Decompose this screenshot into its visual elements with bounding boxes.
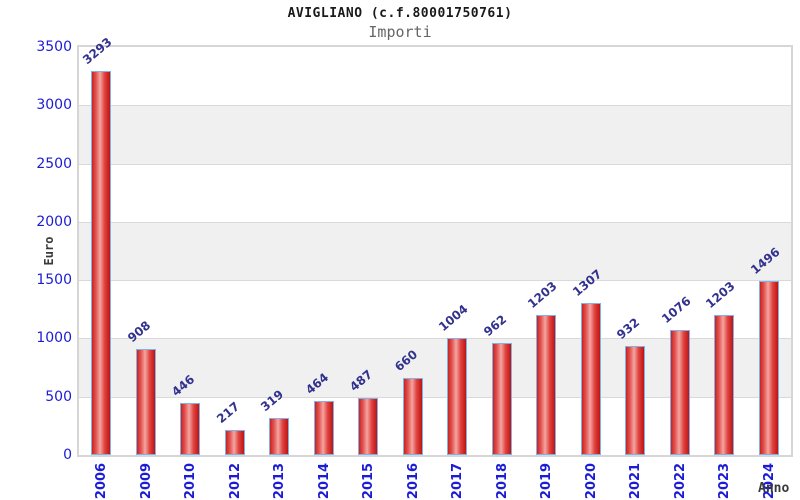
gridline (79, 280, 791, 281)
x-tick-label: 2018 (495, 462, 510, 500)
bar-2015 (358, 398, 378, 455)
gridline (79, 222, 791, 223)
y-tick-label: 3500 (36, 39, 72, 55)
y-axis-title: Euro (42, 236, 56, 266)
bar-2017 (447, 338, 467, 455)
gridline (79, 338, 791, 339)
bar-2020 (581, 303, 601, 455)
x-tick-label: 2006 (94, 462, 109, 500)
x-tick-label: 2009 (139, 462, 154, 500)
bar-2013 (269, 418, 289, 455)
chart-title: AVIGLIANO (c.f.80001750761) (287, 6, 513, 21)
gridline (79, 105, 791, 106)
plot-band (79, 222, 791, 280)
x-tick-label: 2019 (539, 462, 554, 500)
x-tick-label: 2014 (317, 462, 332, 500)
bar-2023 (714, 315, 734, 455)
x-tick-label: 2020 (584, 462, 599, 500)
y-tick-label: 3000 (36, 97, 72, 113)
bar-2021 (625, 346, 645, 455)
x-tick-label: 2012 (228, 462, 243, 500)
y-tick-label: 2000 (36, 214, 72, 230)
x-tick-label: 2010 (183, 462, 198, 500)
bar-2012 (225, 430, 245, 455)
y-tick-label: 1500 (36, 272, 72, 288)
bar-2014 (314, 401, 334, 455)
bar-2018 (492, 343, 512, 455)
x-tick-label: 2021 (628, 462, 643, 500)
x-tick-label: 2013 (272, 462, 287, 500)
x-tick-label: 2022 (673, 462, 688, 500)
x-axis-title: Anno (758, 481, 790, 496)
bar-2010 (180, 403, 200, 455)
gridline (79, 164, 791, 165)
bar-2024 (759, 281, 779, 455)
gridline (79, 397, 791, 398)
y-tick-label: 1000 (36, 330, 72, 346)
plot-area (77, 45, 793, 457)
bar-2019 (536, 315, 556, 455)
bar-2009 (136, 349, 156, 455)
x-tick-label: 2015 (361, 462, 376, 500)
x-tick-label: 2023 (717, 462, 732, 500)
bar-2022 (670, 330, 690, 455)
bar-2016 (403, 378, 423, 455)
x-tick-label: 2016 (406, 462, 421, 500)
x-tick-label: 2017 (450, 462, 465, 500)
chart-subtitle: Importi (368, 23, 432, 41)
y-tick-label: 500 (45, 389, 72, 405)
plot-band (79, 105, 791, 164)
y-tick-label: 2500 (36, 156, 72, 172)
bar-2006 (91, 71, 111, 455)
y-tick-label: 0 (63, 447, 72, 463)
